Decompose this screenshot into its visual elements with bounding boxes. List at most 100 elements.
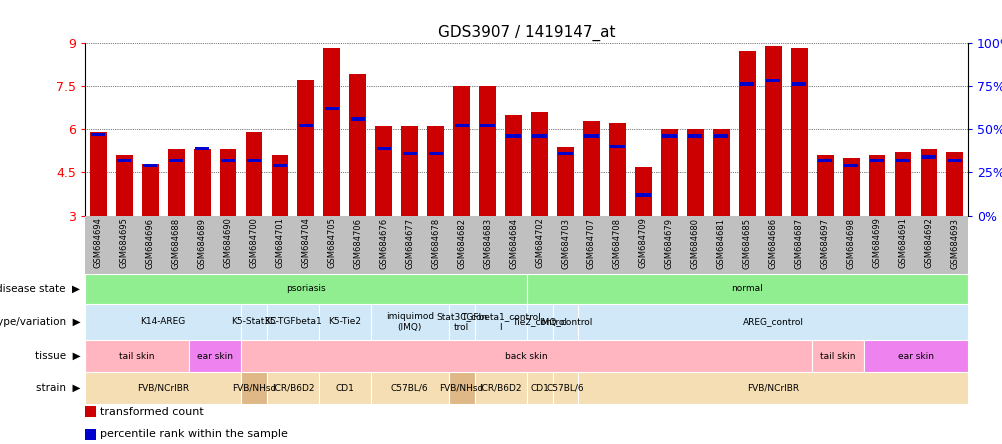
Text: GSM684698: GSM684698: [846, 218, 855, 269]
Bar: [505, 115, 521, 216]
Bar: [712, 129, 729, 216]
Text: Stat3C_con
trol: Stat3C_con trol: [436, 312, 487, 332]
Text: FVB/NCrIBR: FVB/NCrIBR: [137, 384, 189, 392]
Bar: [739, 83, 754, 86]
Bar: [299, 124, 313, 127]
Text: strain  ▶: strain ▶: [36, 383, 80, 393]
Bar: [273, 164, 287, 167]
Text: tail skin: tail skin: [119, 352, 154, 361]
Text: GSM684706: GSM684706: [353, 218, 362, 269]
Bar: [578, 216, 604, 274]
Bar: [655, 216, 681, 274]
Bar: [681, 216, 707, 274]
Bar: [319, 216, 345, 274]
Bar: [246, 159, 261, 162]
Bar: [371, 216, 397, 274]
Text: GSM684703: GSM684703: [560, 218, 569, 269]
Text: GSM684691: GSM684691: [898, 218, 907, 268]
Bar: [240, 340, 812, 372]
Bar: [889, 216, 915, 274]
Bar: [240, 372, 267, 404]
Text: FVB/NCrIBR: FVB/NCrIBR: [746, 384, 799, 392]
Bar: [401, 127, 418, 216]
Bar: [214, 216, 240, 274]
Bar: [272, 155, 289, 216]
Text: GSM684709: GSM684709: [638, 218, 647, 268]
Bar: [143, 164, 157, 167]
Text: ICR/B6D2: ICR/B6D2: [479, 384, 521, 392]
Bar: [790, 48, 807, 216]
Bar: [532, 135, 546, 138]
Bar: [427, 127, 444, 216]
Bar: [267, 216, 293, 274]
Bar: [115, 155, 132, 216]
Bar: [766, 79, 780, 83]
Bar: [786, 216, 812, 274]
Text: FVB/NHsd: FVB/NHsd: [439, 384, 483, 392]
Text: GSM684702: GSM684702: [534, 218, 543, 268]
Bar: [843, 164, 858, 167]
Text: AREG_control: AREG_control: [741, 317, 803, 326]
Text: GSM684687: GSM684687: [794, 218, 803, 269]
Bar: [141, 164, 158, 216]
Bar: [946, 152, 962, 216]
Bar: [686, 129, 703, 216]
Text: K5-Tie2: K5-Tie2: [328, 317, 361, 326]
Bar: [323, 48, 340, 216]
Bar: [85, 428, 96, 440]
Bar: [816, 155, 833, 216]
Text: tail skin: tail skin: [820, 352, 855, 361]
Text: K5-Stat3C: K5-Stat3C: [231, 317, 277, 326]
Bar: [526, 216, 552, 274]
Text: GSM684684: GSM684684: [509, 218, 518, 269]
Bar: [345, 216, 371, 274]
Bar: [526, 274, 967, 304]
Text: FVB/NHsd: FVB/NHsd: [231, 384, 276, 392]
Text: GSM684695: GSM684695: [119, 218, 128, 268]
Bar: [167, 149, 184, 216]
Bar: [630, 216, 655, 274]
Bar: [733, 216, 760, 274]
Bar: [111, 216, 137, 274]
Bar: [869, 159, 884, 162]
Text: C57BL/6: C57BL/6: [391, 384, 428, 392]
Text: GSM684678: GSM684678: [431, 218, 440, 269]
Bar: [635, 193, 650, 197]
Bar: [921, 155, 935, 159]
Bar: [584, 135, 598, 138]
Bar: [552, 372, 578, 404]
Bar: [915, 216, 941, 274]
Bar: [552, 304, 578, 340]
Bar: [90, 132, 106, 216]
Bar: [293, 216, 319, 274]
Bar: [479, 86, 496, 216]
Bar: [85, 216, 111, 274]
Bar: [604, 216, 630, 274]
Text: GSM684700: GSM684700: [249, 218, 259, 268]
Bar: [531, 112, 547, 216]
Bar: [448, 216, 474, 274]
Text: genotype/variation  ▶: genotype/variation ▶: [0, 317, 80, 327]
Bar: [863, 216, 889, 274]
Text: GSM684679: GSM684679: [664, 218, 673, 269]
Bar: [351, 117, 365, 120]
Bar: [194, 147, 209, 150]
Bar: [764, 45, 781, 216]
Bar: [842, 158, 859, 216]
Bar: [371, 304, 448, 340]
Text: GSM684694: GSM684694: [93, 218, 102, 268]
Text: ear skin: ear skin: [196, 352, 232, 361]
Bar: [947, 159, 961, 162]
Text: TGFbeta1_control
l: TGFbeta1_control l: [460, 312, 540, 332]
Bar: [634, 166, 651, 216]
Bar: [526, 372, 552, 404]
Bar: [325, 107, 339, 110]
Bar: [402, 152, 417, 155]
Text: GSM684693: GSM684693: [950, 218, 959, 269]
Bar: [193, 149, 210, 216]
Bar: [608, 123, 625, 216]
Text: GSM684705: GSM684705: [327, 218, 336, 268]
Bar: [480, 124, 494, 127]
Text: IMQ_control: IMQ_control: [538, 317, 591, 326]
Text: C57BL/6: C57BL/6: [546, 384, 584, 392]
